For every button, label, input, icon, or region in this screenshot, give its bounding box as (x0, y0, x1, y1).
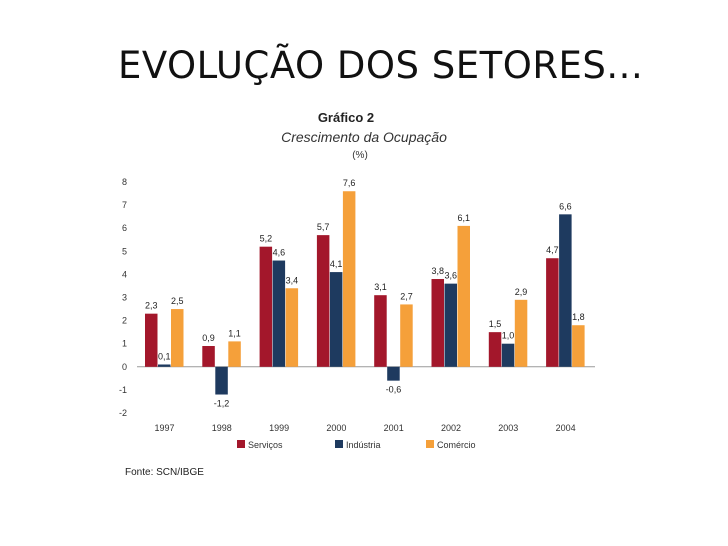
data-label: 3,1 (374, 282, 387, 292)
y-tick-label: -1 (119, 385, 127, 395)
data-label: 4,6 (273, 248, 286, 258)
bar-serviços-1999 (259, 246, 273, 367)
y-tick-label: 2 (122, 316, 127, 326)
data-label: 1,8 (572, 312, 585, 322)
legend-label: Comércio (437, 440, 476, 450)
data-label: 5,2 (260, 234, 273, 244)
y-tick-label: 8 (122, 177, 127, 187)
y-tick-label: -2 (119, 408, 127, 418)
legend-swatch (237, 440, 245, 448)
data-label: -1,2 (214, 399, 230, 409)
slide-title: EVOLUÇÃO DOS SETORES... (118, 44, 644, 87)
legend-swatch (335, 440, 343, 448)
x-tick-label: 2003 (498, 423, 518, 433)
bars-group: 2,3 0,1 2,5 0,9 -1,2 1,1 5,24,6 3,4 5,7 4,1 7,6 3,1… (145, 178, 585, 408)
data-label: 7,6 (343, 178, 356, 188)
bar-indústria-2002 (444, 283, 457, 367)
bar-comércio-2000 (342, 191, 356, 367)
bar-comércio-2004 (572, 325, 585, 367)
y-tick-label: 1 (122, 339, 127, 349)
bar-comércio-1999 (285, 288, 299, 367)
data-label: 0,9 (202, 333, 215, 343)
legend: Serviços Indústria Comércio (237, 440, 476, 450)
data-label: 2,5 (171, 296, 184, 306)
legend-label: Serviços (248, 440, 283, 450)
bar-indústria-1998 (215, 366, 228, 395)
bar-comércio-2002 (457, 225, 470, 367)
bar-comércio-1997 (171, 309, 184, 367)
bar-indústria-2000 (329, 272, 343, 367)
data-label: 1,1 (228, 328, 241, 338)
legend-label: Indústria (346, 440, 381, 450)
data-label: 6,6 (559, 201, 572, 211)
bar-comércio-2003 (514, 299, 528, 367)
bar-serviços-2003 (488, 332, 502, 367)
data-label: 2,9 (515, 287, 528, 297)
y-tick-label: 0 (122, 362, 127, 372)
x-axis: 1997 1998 1999 2000 2001 2002 2003 2004 (154, 423, 575, 433)
data-label: 1,0 (502, 331, 515, 341)
y-tick-label: 6 (122, 223, 127, 233)
bar-serviços-2004 (546, 258, 559, 367)
data-label: 3,8 (431, 266, 444, 276)
data-label: 3,4 (286, 275, 299, 285)
data-label: 2,3 (145, 301, 158, 311)
y-tick-label: 5 (122, 246, 127, 256)
data-label: 3,6 (444, 271, 457, 281)
y-tick-label: 4 (122, 269, 127, 279)
bar-serviços-2002 (431, 279, 444, 367)
legend-swatch (426, 440, 434, 448)
data-label: 6,1 (457, 213, 470, 223)
y-axis: -2 -1 0 1 2 3 4 5 6 7 8 (119, 177, 127, 418)
bar-indústria-2003 (501, 343, 515, 367)
chart-title: Gráfico 2 (318, 110, 374, 125)
source-note: Fonte: SCN/IBGE (125, 467, 204, 478)
x-tick-label: 2002 (441, 423, 461, 433)
data-label: 1,5 (489, 319, 502, 329)
data-label: 2,7 (400, 291, 413, 301)
bar-indústria-2004 (559, 214, 572, 367)
bar-comércio-1998 (228, 341, 241, 367)
x-tick-label: 1997 (154, 423, 174, 433)
bar-indústria-1999 (272, 260, 286, 367)
bar-serviços-1998 (202, 346, 215, 367)
data-label: 0,1 (158, 351, 171, 361)
x-tick-label: 2001 (384, 423, 404, 433)
x-tick-label: 2000 (326, 423, 346, 433)
bar-comércio-2001 (400, 304, 413, 367)
bar-serviços-1997 (145, 313, 158, 367)
bar-indústria-1997 (158, 364, 171, 367)
chart-subtitle: Crescimento da Ocupação (281, 129, 447, 145)
bar-indústria-2001 (387, 366, 400, 381)
y-tick-label: 7 (122, 200, 127, 210)
bar-serviços-2001 (374, 295, 387, 367)
data-label: 4,7 (546, 245, 559, 255)
chart-unit: (%) (352, 150, 368, 161)
bar-serviços-2000 (316, 235, 330, 367)
x-tick-label: 2004 (556, 423, 576, 433)
x-tick-label: 1998 (212, 423, 232, 433)
data-label: 4,1 (330, 259, 343, 269)
y-tick-label: 3 (122, 293, 127, 303)
x-tick-label: 1999 (269, 423, 289, 433)
data-label: 5,7 (317, 222, 330, 232)
data-label: -0,6 (386, 385, 402, 395)
